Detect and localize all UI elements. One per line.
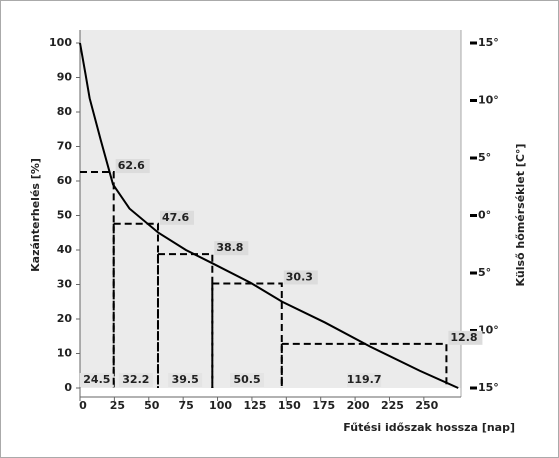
y2-tick-label: 10° — [478, 94, 499, 107]
y-axis-label: Kazánterhelés [%] — [29, 158, 42, 272]
value-label-bg — [283, 270, 318, 285]
y-tick-label: 60 — [57, 174, 73, 187]
duration-label: 50.5 — [233, 373, 260, 386]
y2-tick-label: 5° — [478, 151, 491, 164]
y-tick-label: 50 — [57, 209, 73, 222]
duration-label: 32.2 — [122, 373, 149, 386]
duration-label: 39.5 — [172, 373, 199, 386]
value-label-bg — [79, 373, 114, 387]
y2-axis-label: Külső hőmérséklet [C°] — [514, 144, 527, 287]
x-tick-label: 175 — [312, 399, 335, 412]
y2-tick-label: 0° — [478, 209, 491, 222]
value-label-bg — [168, 373, 203, 387]
y-tick-label: 20 — [57, 312, 73, 325]
x-tick-label: 150 — [278, 399, 301, 412]
x-tick-label: 0 — [79, 399, 87, 412]
x-tick-label: 125 — [243, 399, 266, 412]
value-label-bg — [214, 241, 249, 256]
y-tick-label: 30 — [57, 278, 73, 291]
x-tick-label: 225 — [381, 399, 404, 412]
y-tick-label: 100 — [49, 36, 72, 49]
value-label-bg — [230, 373, 265, 387]
x-tick-label: 200 — [347, 399, 370, 412]
level-label: 62.6 — [118, 159, 145, 172]
step — [280, 342, 448, 388]
x-tick-label: 50 — [144, 399, 160, 412]
y2-tick-label: 15° — [478, 36, 499, 49]
y-tick-label: 70 — [57, 140, 73, 153]
value-label-bg — [448, 330, 483, 345]
step — [112, 222, 159, 388]
y2-tick-label: 15° — [478, 381, 499, 394]
y2-tick-label: 5° — [478, 266, 491, 279]
level-label: 38.8 — [216, 241, 243, 254]
value-label-bg — [347, 373, 382, 387]
value-label-bg — [115, 159, 150, 174]
duration-label: 119.7 — [347, 373, 382, 386]
y-tick-label: 40 — [57, 243, 73, 256]
x-tick-label: 75 — [179, 399, 194, 412]
curve — [79, 42, 459, 389]
y2-tick-label: 10° — [478, 324, 499, 337]
x-tick-label: 25 — [110, 399, 125, 412]
level-label: 47.6 — [162, 211, 189, 224]
y-tick-label: 10 — [57, 347, 73, 360]
y-tick-label: 0 — [64, 381, 72, 394]
y-tick-label: 80 — [57, 105, 73, 118]
value-label-bg — [159, 210, 194, 225]
plot-area — [80, 30, 461, 388]
x-tick-label: 100 — [209, 399, 232, 412]
duration-label: 24.5 — [83, 373, 110, 386]
x-tick-label: 250 — [415, 399, 438, 412]
x-axis-label: Fűtési időszak hossza [nap] — [343, 421, 515, 434]
level-label: 30.3 — [286, 270, 313, 283]
step — [211, 282, 283, 388]
y-tick-label: 90 — [57, 71, 73, 84]
value-label-bg — [118, 373, 153, 387]
level-label: 12.8 — [450, 331, 477, 344]
